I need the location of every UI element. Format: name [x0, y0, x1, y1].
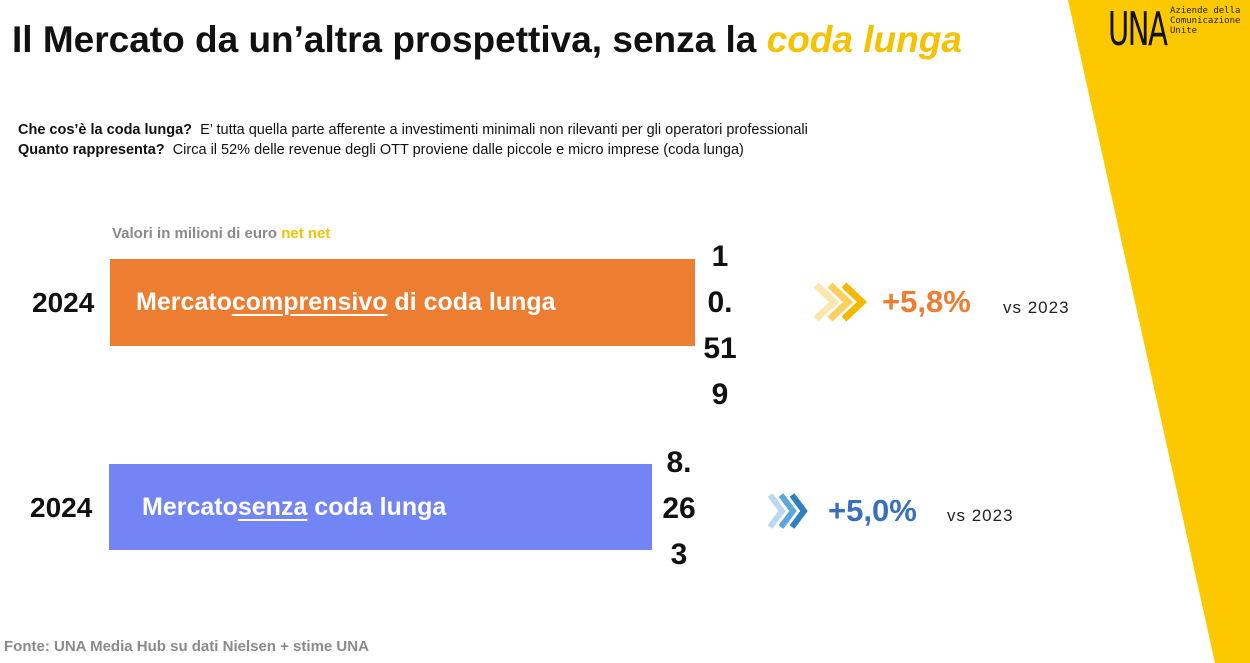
year: 2024	[30, 492, 93, 523]
intro-line: Che cos’è la coda lunga? E’ tutta quella…	[18, 122, 808, 138]
value: 10.519	[703, 240, 737, 411]
logo-mark: UNA	[1108, 2, 1168, 56]
yellow-band	[1068, 0, 1250, 663]
chevrons-orange	[813, 282, 868, 322]
intro-line: Quanto rappresenta? Circa il 52% delle r…	[18, 142, 744, 158]
bar: Mercato comprensivo di coda lunga	[110, 259, 695, 346]
comparison: vs 2023	[1003, 298, 1070, 317]
title: Il Mercato da un’altra prospettiva, senz…	[12, 19, 962, 60]
logo-line: Aziende della	[1170, 6, 1241, 16]
bar: Mercato senza coda lunga	[109, 464, 652, 550]
comparison: vs 2023	[947, 506, 1014, 525]
source: Fonte: UNA Media Hub su dati Nielsen + s…	[4, 638, 369, 655]
year: 2024	[32, 287, 95, 318]
logo-line: Unite	[1170, 26, 1198, 36]
chevrons-blue	[767, 493, 808, 529]
change: +5,0%	[828, 493, 917, 528]
change: +5,8%	[882, 284, 971, 319]
value: 8.263	[662, 446, 696, 571]
logo-text: Aziende della Comunicazione Unite	[1170, 6, 1240, 36]
unit-note: Valori in milioni di euro net net	[112, 225, 331, 242]
logo-line: Comunicazione	[1170, 16, 1241, 26]
